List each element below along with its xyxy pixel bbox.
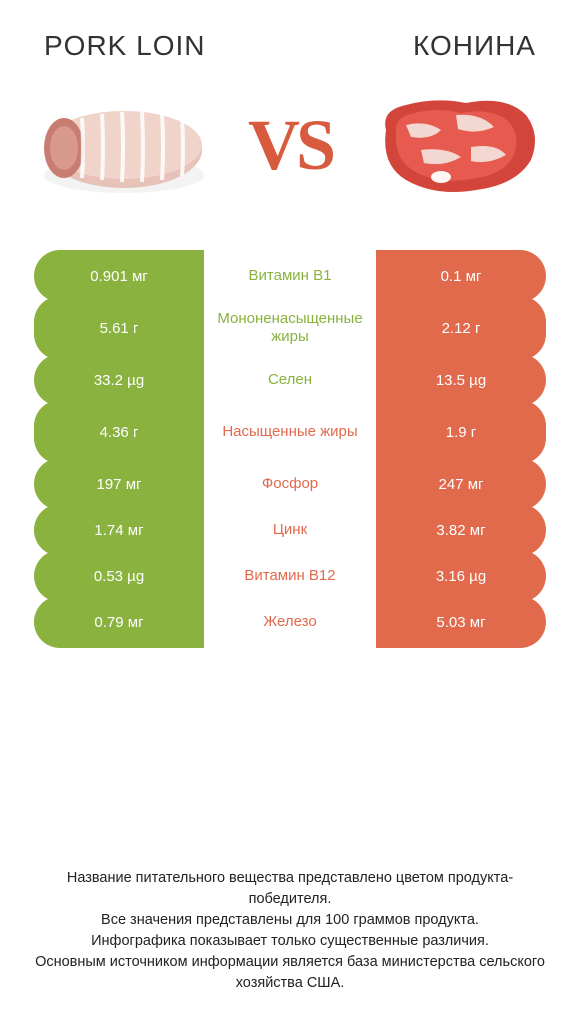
images-row: VS (34, 80, 546, 210)
nutrient-label: Мононенасыщенные жиры (204, 296, 376, 360)
pork-loin-image (34, 80, 214, 210)
footnote-line: Инфографика показывает только существенн… (34, 931, 546, 952)
footnote-line: Название питательного вещества представл… (34, 868, 546, 910)
table-row: 4.36 гНасыщенные жиры1.9 г (34, 400, 546, 464)
footnote-line: Все значения представлены для 100 граммо… (34, 910, 546, 931)
right-value: 13.5 µg (376, 354, 546, 406)
table-row: 1.74 мгЦинк3.82 мг (34, 504, 546, 556)
horse-meat-image (366, 80, 546, 210)
left-value: 1.74 мг (34, 504, 204, 556)
left-value: 0.53 µg (34, 550, 204, 602)
header-row: Pork loin Конина (34, 30, 546, 80)
table-row: 5.61 гМононенасыщенные жиры2.12 г (34, 296, 546, 360)
right-value: 0.1 мг (376, 250, 546, 302)
left-value: 33.2 µg (34, 354, 204, 406)
table-row: 0.901 мгВитамин B10.1 мг (34, 250, 546, 302)
vs-label: VS (248, 104, 332, 187)
nutrient-label: Фосфор (204, 458, 376, 510)
left-value: 197 мг (34, 458, 204, 510)
footnote: Название питательного вещества представл… (34, 840, 546, 1004)
left-value: 0.901 мг (34, 250, 204, 302)
right-value: 5.03 мг (376, 596, 546, 648)
left-value: 0.79 мг (34, 596, 204, 648)
infographic-container: Pork loin Конина VS (0, 0, 580, 1024)
comparison-table: 0.901 мгВитамин B10.1 мг5.61 гМононенасы… (34, 250, 546, 648)
table-row: 33.2 µgСелен13.5 µg (34, 354, 546, 406)
title-right: Конина (413, 30, 536, 62)
left-value: 5.61 г (34, 296, 204, 360)
footnote-line: Основным источником информации является … (34, 952, 546, 994)
right-value: 3.16 µg (376, 550, 546, 602)
nutrient-label: Цинк (204, 504, 376, 556)
table-row: 197 мгФосфор247 мг (34, 458, 546, 510)
table-row: 0.79 мгЖелезо5.03 мг (34, 596, 546, 648)
table-row: 0.53 µgВитамин B123.16 µg (34, 550, 546, 602)
title-left: Pork loin (44, 30, 205, 62)
nutrient-label: Витамин B12 (204, 550, 376, 602)
nutrient-label: Селен (204, 354, 376, 406)
right-value: 247 мг (376, 458, 546, 510)
nutrient-label: Насыщенные жиры (204, 400, 376, 464)
nutrient-label: Железо (204, 596, 376, 648)
right-value: 1.9 г (376, 400, 546, 464)
right-value: 3.82 мг (376, 504, 546, 556)
nutrient-label: Витамин B1 (204, 250, 376, 302)
right-value: 2.12 г (376, 296, 546, 360)
left-value: 4.36 г (34, 400, 204, 464)
